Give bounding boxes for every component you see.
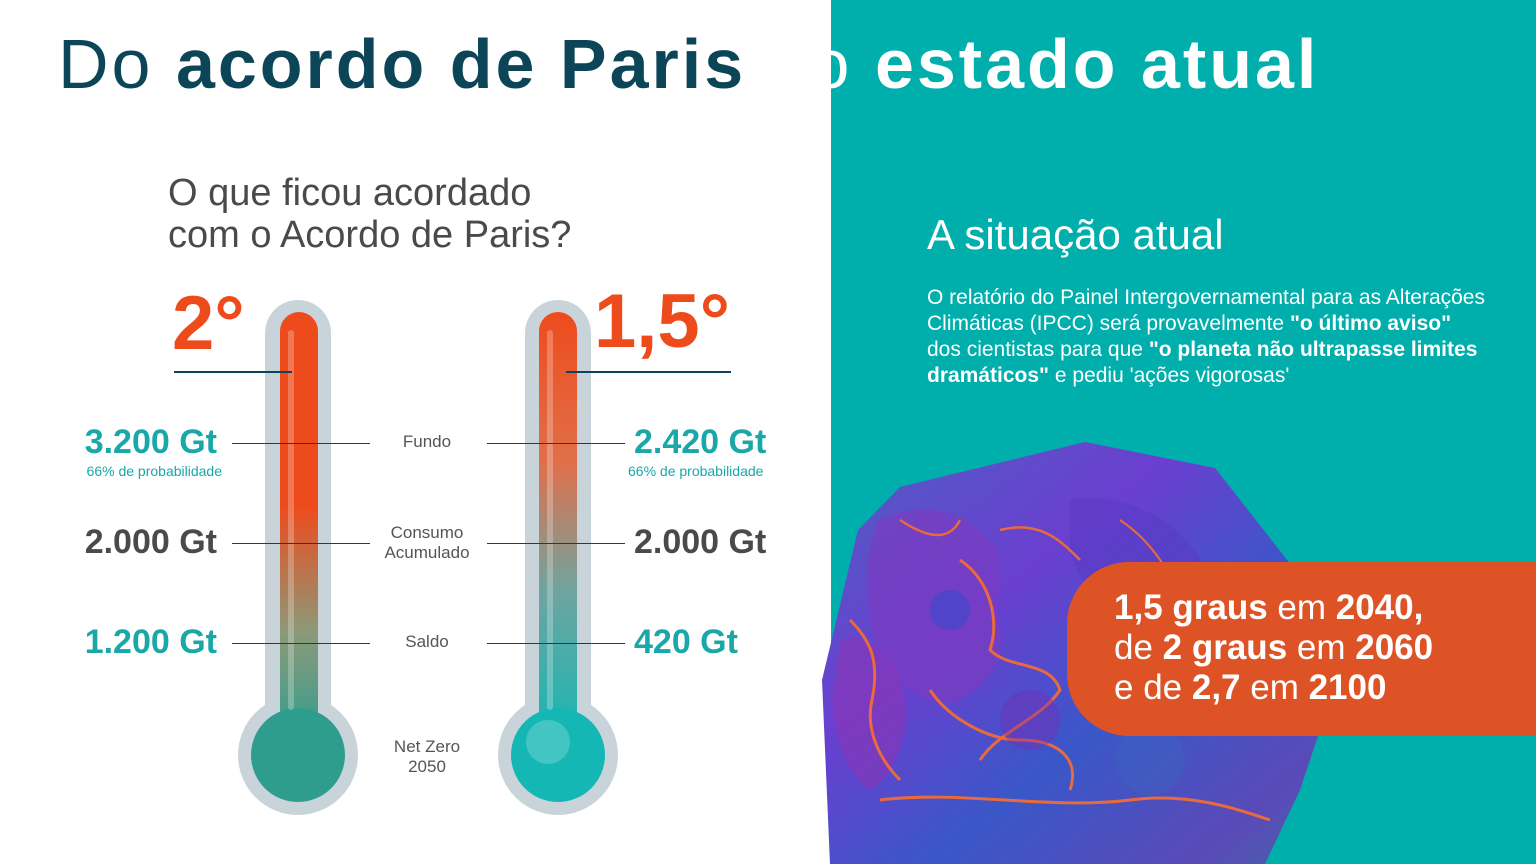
line-saldo-right [487, 643, 625, 644]
left-fundo-probability: 66% de probabilidade [86, 463, 222, 479]
ipcc-quote-last-warning: "o último aviso" [1289, 312, 1452, 335]
right-fundo-value: 2.420 Gt [634, 423, 767, 461]
degree-1-5-label: 1,5° [594, 279, 731, 364]
question-line-1: O que ficou acordado [168, 172, 532, 214]
projection-de-1: de [1114, 628, 1163, 667]
degree-1-5-underline [566, 371, 731, 373]
question-line-2: com o Acordo de Paris? [168, 214, 572, 256]
right-fundo-probability: 66% de probabilidade [628, 463, 764, 479]
ipcc-quote-planet-limits: "o planeta não ultrapasse limites dramát… [927, 338, 1478, 387]
line-fundo-left [232, 443, 370, 444]
label-net-zero-line-2: 2050 [408, 757, 446, 776]
current-situation-heading: A situação atual [927, 211, 1224, 258]
label-fundo: Fundo [402, 432, 452, 451]
title-word-acordo: acordo de Paris [175, 25, 747, 103]
label-net-zero-line-1: Net Zero [393, 737, 461, 756]
ipcc-paragraph: O relatório do Painel Intergovernamental… [927, 285, 1487, 389]
projection-2100: 2100 [1308, 668, 1387, 707]
projection-line-1: 1,5 graus em 2040, [1114, 588, 1433, 628]
projection-box [1067, 562, 1536, 736]
ipcc-text-3: e pediu 'ações vigorosas' [1049, 364, 1290, 387]
projection-2-graus: 2 graus [1162, 628, 1288, 667]
left-consumo-value: 2.000 Gt [84, 523, 217, 561]
title-word-do: Do [58, 25, 154, 103]
left-fundo-value: 3.200 Gt [84, 423, 217, 461]
projection-2-7: 2,7 [1191, 668, 1241, 707]
ipcc-text-1: O relatório do Painel Intergovernamental… [927, 286, 1485, 335]
ipcc-text-2: dos cientistas para que [927, 338, 1149, 361]
projection-line-2: de 2 graus em 2060 [1114, 628, 1433, 668]
label-net-zero: Net Zero 2050 [362, 737, 492, 777]
degree-2-label: 2° [172, 281, 245, 366]
title-word-estado: estado atual [874, 25, 1320, 103]
projection-em-1: em [1267, 588, 1336, 627]
left-saldo-value: 1.200 Gt [84, 623, 217, 661]
projection-text: 1,5 graus em 2040, de 2 graus em 2060 e … [1114, 588, 1433, 708]
paris-question: O que ficou acordado com o Acordo de Par… [168, 172, 571, 256]
line-fundo-right [487, 443, 625, 444]
label-consumo-line-1: Consumo [390, 523, 464, 542]
label-consumo-acumulado: Consumo Acumulado [362, 523, 492, 563]
degree-2-underline [174, 371, 292, 373]
projection-2040: 2040, [1335, 588, 1424, 627]
title-word-ao: ao [768, 25, 853, 103]
right-consumo-value: 2.000 Gt [634, 523, 767, 561]
page-title: Do acordo de Paris ao estado atual [58, 22, 1319, 106]
line-saldo-left [232, 643, 370, 644]
thermometer-left [238, 300, 358, 815]
projection-de-2: e de [1114, 668, 1192, 707]
line-consumo-right [487, 543, 625, 544]
right-saldo-value: 420 Gt [634, 623, 738, 661]
projection-line-3: e de 2,7 em 2100 [1114, 668, 1433, 708]
projection-2060: 2060 [1355, 628, 1434, 667]
thermometer-right [498, 300, 618, 815]
projection-em-2: em [1287, 628, 1356, 667]
label-saldo: Saldo [405, 632, 449, 651]
label-consumo-line-2: Acumulado [384, 543, 470, 562]
projection-1-5-graus: 1,5 graus [1114, 588, 1268, 627]
line-consumo-left [232, 543, 370, 544]
projection-em-3: em [1240, 668, 1309, 707]
